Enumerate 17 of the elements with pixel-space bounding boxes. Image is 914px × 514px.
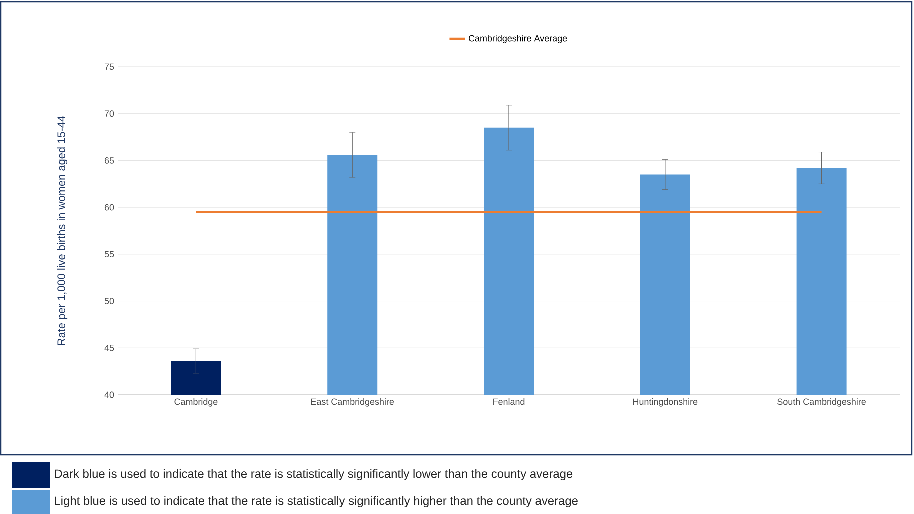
y-tick-label: 75 [104,64,114,70]
x-tick-label: Fenland [494,398,525,406]
x-tick-label: East Cambridgeshire [311,398,394,407]
legend-label: Cambridgeshire Average [469,35,568,44]
y-tick-label: 65 [104,158,114,164]
y-tick-label: 60 [104,204,114,211]
y-tick-label: 50 [104,298,114,304]
x-tick-label: South Cambridgeshire [778,398,866,407]
x-tick-label: Cambridge [174,398,218,407]
y-axis-title: Rate per 1,000 live births in women aged 15-44 [57,116,68,346]
y-tick-label: 45 [104,344,114,352]
text: Light blue is used to indicate that the rate is statistically significantly higher than the county average [55,496,578,508]
y-tick-label: 40 [104,392,114,398]
text: Dark blue is used to indicate that the rate is statistically significantly lower than the county average [55,469,573,481]
y-tick-label: 55 [104,251,114,258]
y-tick-label: 70 [104,110,114,118]
x-tick-label: Huntingdonshire [633,398,698,407]
